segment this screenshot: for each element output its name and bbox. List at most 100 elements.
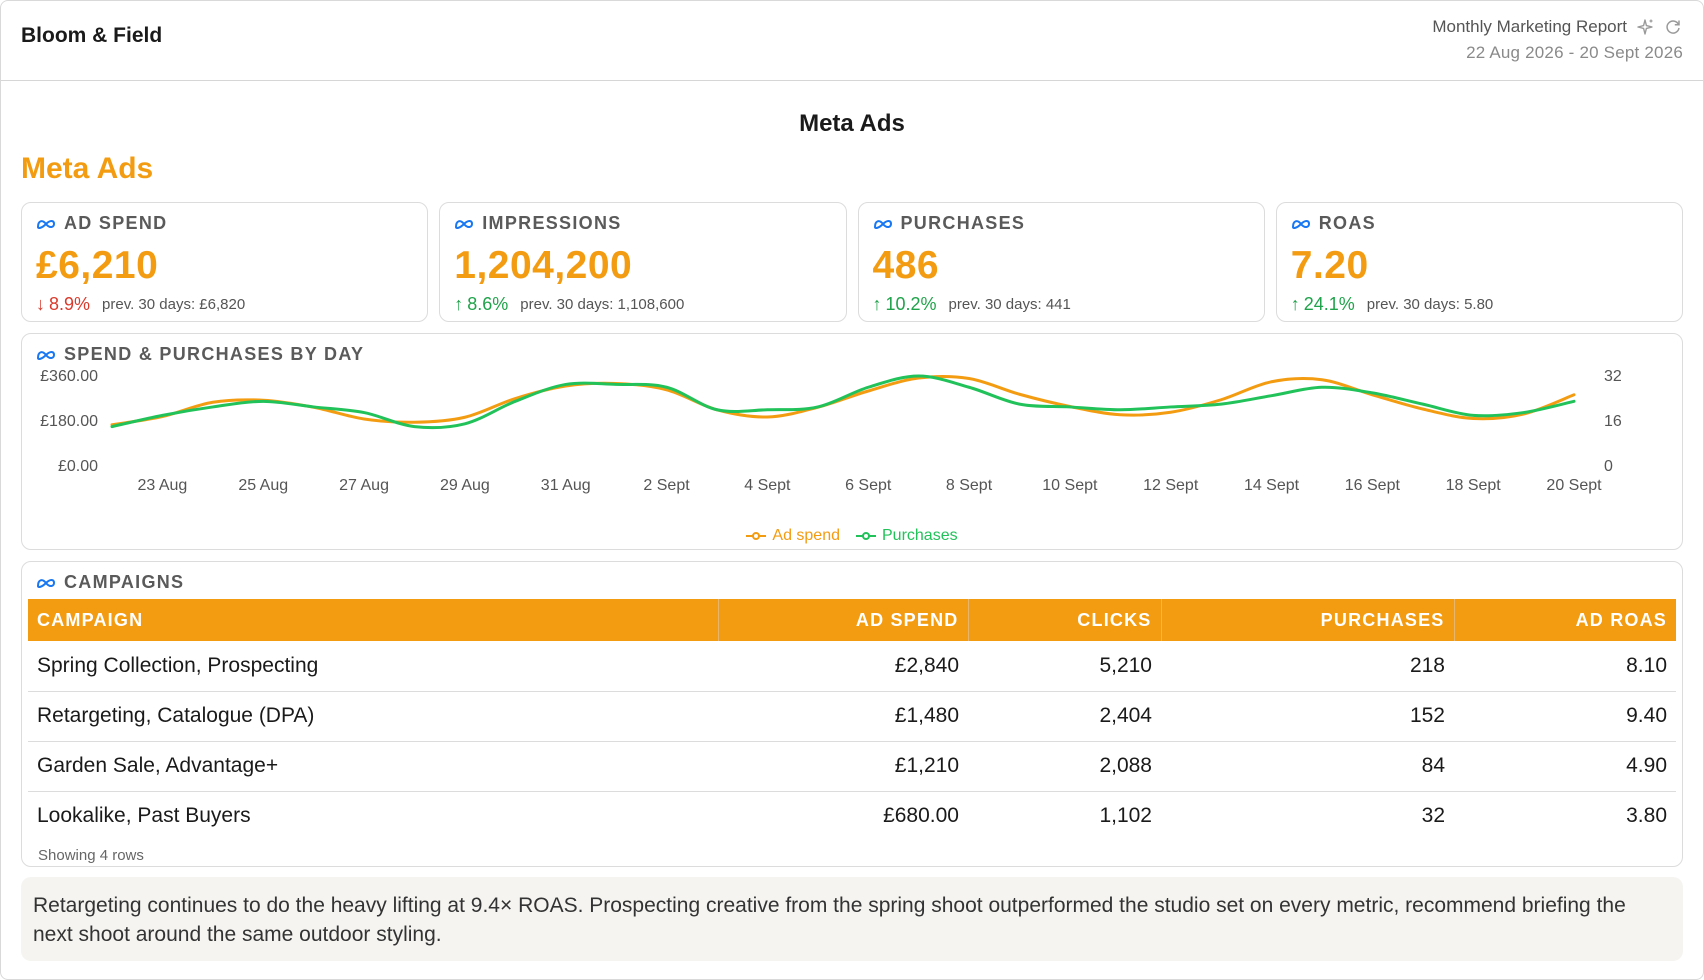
report-header: Bloom & Field Monthly Marketing Report 2… — [1, 1, 1703, 81]
arrow-down-icon: ↓ — [36, 294, 45, 314]
kpi-previous: prev. 30 days: £6,820 — [102, 296, 246, 313]
rows-count-note: Showing 4 rows — [38, 847, 144, 864]
section-title: Meta Ads — [799, 110, 905, 137]
cell-clicks: 2,088 — [968, 741, 1161, 792]
x-axis-tick: 4 Sept — [744, 477, 791, 494]
kpi-label: IMPRESSIONS — [482, 213, 622, 233]
x-axis-tick: 14 Sept — [1244, 477, 1300, 494]
report-meta: Monthly Marketing Report 22 Aug 2026 - 2… — [1432, 17, 1683, 63]
x-axis-tick: 25 Aug — [238, 477, 288, 494]
cell-ad-roas: 9.40 — [1454, 691, 1676, 742]
meta-icon — [36, 350, 56, 360]
cell-purchases: 218 — [1161, 641, 1454, 692]
meta-icon — [455, 219, 474, 229]
x-axis-tick: 20 Sept — [1546, 477, 1602, 494]
table-row: Spring Collection, Prospecting £2,840 5,… — [28, 641, 1676, 692]
kpi-card-impressions: IMPRESSIONS 1,204,200 ↑ 8.6% prev. 30 day… — [439, 202, 847, 322]
arrow-up-icon: ↑ — [1290, 294, 1300, 314]
y-axis-left-tick: £0.00 — [58, 458, 98, 475]
kpi-value: £6,210 — [36, 244, 159, 287]
cell-clicks: 5,210 — [968, 641, 1161, 692]
table-row: Garden Sale, Advantage+ £1,210 2,088 84 … — [28, 741, 1676, 792]
cell-purchases: 152 — [1161, 691, 1454, 742]
cell-ad-spend: £680.00 — [883, 804, 959, 828]
cell-ad-spend: £1,480 — [718, 691, 968, 742]
kpi-label: ROAS — [1318, 213, 1376, 233]
refresh-icon[interactable] — [1663, 17, 1683, 37]
kpi-label: AD SPEND — [64, 213, 168, 233]
cell-ad-spend: £1,210 — [718, 741, 968, 792]
kpi-previous: prev. 30 days: 441 — [948, 296, 1071, 313]
kpi-delta: ↓ 8.9% — [36, 294, 91, 314]
x-axis-tick: 12 Sept — [1143, 477, 1199, 494]
x-axis-tick: 6 Sept — [845, 477, 892, 494]
brand-name: Bloom & Field — [21, 24, 163, 47]
column-header-purchases[interactable]: PURCHASES — [1161, 599, 1455, 641]
arrow-up-icon: ↑ — [872, 294, 882, 314]
chart-title: SPEND & PURCHASES BY DAY — [64, 344, 365, 364]
table-row: Retargeting, Catalogue (DPA) £1,480 2,40… — [28, 691, 1676, 742]
x-axis-tick: 18 Sept — [1446, 477, 1502, 494]
x-axis-tick: 23 Aug — [137, 477, 187, 494]
x-axis-tick: 8 Sept — [946, 477, 993, 494]
table-header-row: CAMPAIGN AD SPEND CLICKS PURCHASES AD RO… — [28, 599, 1676, 641]
legend-marker-icon — [746, 531, 767, 541]
legend-marker-icon — [856, 531, 876, 541]
cell-campaign: Garden Sale, Advantage+ — [28, 741, 718, 792]
y-axis-right-tick: 0 — [1604, 458, 1613, 475]
y-axis-right-tick: 32 — [1604, 368, 1622, 385]
meta-icon — [36, 578, 56, 588]
kpi-delta: ↑ 8.6% — [454, 294, 509, 314]
cell-clicks: 1,102 — [1099, 804, 1152, 828]
campaigns-table: CAMPAIGN AD SPEND CLICKS PURCHASES AD RO… — [28, 599, 1676, 841]
kpi-value: 1,204,200 — [454, 244, 633, 287]
arrow-up-icon: ↑ — [454, 294, 464, 314]
kpi-previous: prev. 30 days: 5.80 — [1366, 296, 1494, 313]
cell-ad-roas: 3.80 — [1626, 804, 1667, 828]
meta-icon — [36, 219, 56, 229]
kpi-card-roas: ROAS 7.20 ↑ 24.1% prev. 30 days: 5.80 — [1275, 202, 1683, 322]
sparkle-icon[interactable] — [1635, 17, 1655, 37]
cell-ad-roas: 8.10 — [1454, 641, 1676, 692]
legend-item-ad-spend[interactable]: Ad spend — [746, 527, 840, 545]
kpi-label: PURCHASES — [900, 213, 1026, 233]
campaigns-title: CAMPAIGNS — [64, 572, 185, 592]
section-accent-title: Meta Ads — [21, 152, 154, 185]
x-axis-tick: 10 Sept — [1042, 477, 1098, 494]
x-axis-tick: 2 Sept — [643, 477, 690, 494]
column-header-clicks[interactable]: CLICKS — [968, 599, 1162, 641]
x-axis-tick: 27 Aug — [339, 477, 389, 494]
cell-clicks: 2,404 — [968, 691, 1161, 742]
report-title: Monthly Marketing Report — [1432, 17, 1627, 36]
chart-legend: Ad spend Purchases — [22, 527, 1682, 545]
cell-ad-roas: 4.90 — [1454, 741, 1676, 792]
column-header-ad-spend[interactable]: AD SPEND — [718, 599, 969, 641]
cell-ad-spend: £2,840 — [718, 641, 968, 692]
cell-campaign: Spring Collection, Prospecting — [28, 641, 718, 692]
spend-purchases-chart-card: £360.00 £180.00 £0.00 32 16 0 23 Aug 25 Aug 27 A… — [21, 333, 1683, 550]
cell-purchases: 32 — [1421, 804, 1445, 828]
x-axis-tick: 31 Aug — [541, 477, 591, 494]
kpi-row: AD SPEND £6,210 ↓ 8.9% prev. 30 days: £6,… — [21, 202, 1683, 322]
legend-item-purchases[interactable]: Purchases — [856, 527, 958, 545]
campaigns-card: CAMPAIGNS CAMPAIGN AD SPEND CLICKS PURCH… — [21, 561, 1683, 867]
kpi-value: 486 — [872, 244, 940, 287]
table-row: Lookalike, Past Buyers £680.00 1,102 32 … — [28, 791, 1676, 841]
y-axis-right-tick: 16 — [1604, 413, 1622, 430]
series-line-purchases — [110, 374, 1576, 430]
summary-note: Retargeting continues to do the heavy li… — [21, 877, 1683, 961]
meta-icon — [873, 219, 892, 229]
column-header-ad-roas[interactable]: AD ROAS — [1575, 609, 1667, 630]
kpi-previous: prev. 30 days: 1,108,600 — [520, 296, 685, 313]
x-axis-tick: 16 Sept — [1345, 477, 1401, 494]
date-range: 22 Aug 2026 - 20 Sept 2026 — [1466, 43, 1683, 62]
kpi-card-purchases: PURCHASES 486 ↑ 10.2% prev. 30 days: 441 — [857, 202, 1265, 322]
kpi-delta: ↑ 24.1% — [1290, 294, 1355, 314]
series-line-ad-spend — [110, 374, 1576, 427]
cell-campaign: Retargeting, Catalogue (DPA) — [28, 691, 718, 742]
y-axis-left-tick: £360.00 — [40, 368, 98, 385]
y-axis-left-tick: £180.00 — [40, 413, 98, 430]
column-header-campaign[interactable]: CAMPAIGN — [28, 599, 719, 641]
line-chart: £360.00 £180.00 £0.00 32 16 0 23 Aug 25 Aug 27 A… — [40, 368, 1622, 494]
